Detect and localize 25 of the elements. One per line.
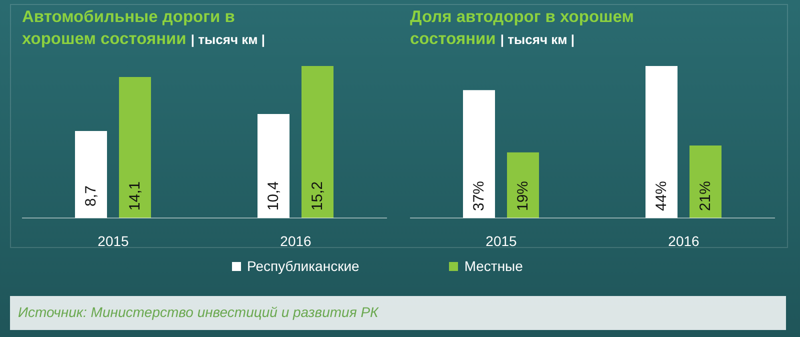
chart-subtitle: | тысяч км | [500, 32, 574, 47]
data-label: 14,1 [126, 181, 144, 211]
legend-label: Республиканские [246, 258, 360, 274]
bar [507, 152, 539, 218]
x-tick-label: 2015 [98, 232, 130, 249]
bar [258, 114, 290, 218]
bar [302, 66, 334, 218]
bar [75, 131, 107, 218]
legend-label: Местные [463, 258, 523, 274]
data-label: 19% [514, 180, 532, 212]
bar [463, 90, 495, 218]
data-label: 10,4 [265, 181, 282, 211]
x-tick-label: 2016 [280, 232, 312, 249]
data-label: 8,7 [82, 186, 100, 206]
bar [690, 145, 722, 218]
data-label: 44% [653, 180, 670, 212]
data-label: 21% [697, 180, 714, 212]
x-tick-label: 2016 [668, 232, 700, 249]
data-label: 15,2 [309, 181, 326, 211]
text: Источник: Министерство инвестиций и развития РК [18, 304, 378, 320]
data-label: 37% [470, 180, 488, 212]
bar [119, 77, 151, 218]
bar [646, 66, 678, 218]
x-tick-label: 2015 [486, 232, 518, 249]
chart-subtitle: | тысяч км | [190, 32, 265, 47]
